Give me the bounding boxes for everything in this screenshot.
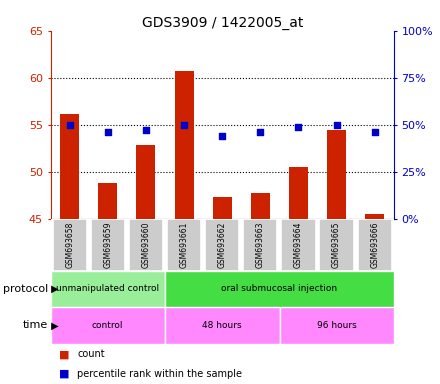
Text: 96 hours: 96 hours [317,321,356,330]
Bar [365,214,384,219]
Bar [279,307,394,344]
Point [371,129,378,136]
Text: ▶: ▶ [48,284,59,294]
Point [333,122,340,128]
Bar [91,219,125,271]
Bar [251,192,270,219]
Text: 48 hours: 48 hours [202,321,242,330]
Bar [167,219,201,271]
Point [104,129,111,136]
Text: GSM693659: GSM693659 [103,222,112,268]
Bar [358,219,392,271]
Bar [51,307,165,344]
Bar [60,114,79,219]
Bar [281,219,315,271]
Bar [98,183,117,219]
Bar [213,197,232,219]
Bar [243,219,278,271]
Text: GSM693664: GSM693664 [294,222,303,268]
Title: GDS3909 / 1422005_at: GDS3909 / 1422005_at [142,16,303,30]
Text: GSM693662: GSM693662 [218,222,227,268]
Point [295,124,302,130]
Text: GSM693660: GSM693660 [141,222,150,268]
Point [143,127,150,134]
Text: GSM693665: GSM693665 [332,222,341,268]
Text: percentile rank within the sample: percentile rank within the sample [77,369,242,379]
Bar [136,146,155,219]
Point [180,122,187,128]
Text: GSM693661: GSM693661 [180,222,189,268]
Text: unmanipulated control: unmanipulated control [56,285,159,293]
Bar [175,71,194,219]
Point [66,122,73,128]
Bar [129,219,163,271]
Bar [327,129,346,219]
Point [219,133,226,139]
Bar [165,307,279,344]
Bar [319,219,354,271]
Text: protocol: protocol [3,284,48,294]
Text: oral submucosal injection: oral submucosal injection [221,285,337,293]
Bar [289,167,308,219]
Text: GSM693658: GSM693658 [65,222,74,268]
Text: GSM693666: GSM693666 [370,222,379,268]
Bar [51,271,165,307]
Point [257,129,264,136]
Bar [52,219,87,271]
Text: ▶: ▶ [48,320,59,331]
Text: count: count [77,349,105,359]
Text: ■: ■ [59,349,70,359]
Text: ■: ■ [59,369,70,379]
Text: GSM693663: GSM693663 [256,222,265,268]
Text: control: control [92,321,124,330]
Bar [165,271,394,307]
Text: time: time [23,320,48,331]
Bar [205,219,239,271]
